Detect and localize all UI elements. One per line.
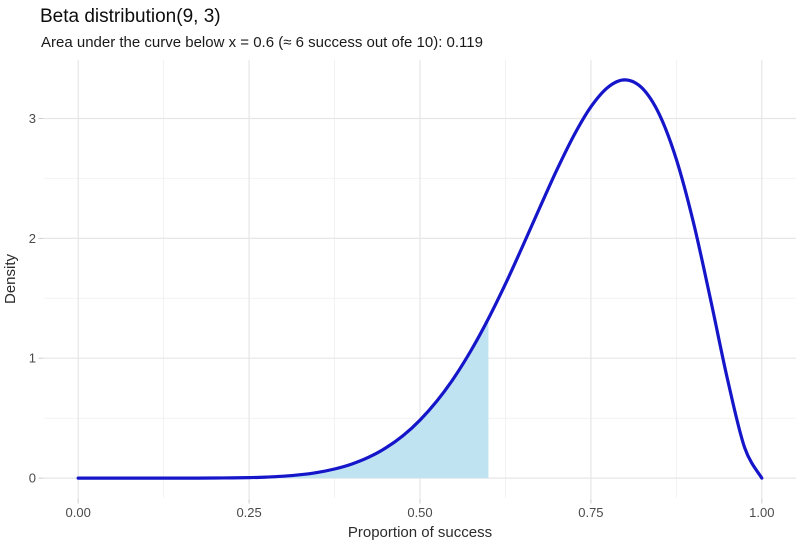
y-tick-label: 2 xyxy=(29,231,36,246)
major-gridlines xyxy=(44,60,796,498)
x-axis-title: Proportion of success xyxy=(348,524,492,541)
y-tick-label: 1 xyxy=(29,351,36,366)
chart-subtitle: Area under the curve below x = 0.6 (≈ 6 … xyxy=(41,34,483,51)
x-tick-label: 0.75 xyxy=(578,505,603,520)
axis-tick-labels: 0.00 0.25 0.50 0.75 1.00 0 1 2 3 xyxy=(29,111,775,520)
y-axis-title: Density xyxy=(2,253,19,304)
x-tick-label: 0.00 xyxy=(66,505,91,520)
x-tick-label: 1.00 xyxy=(749,505,774,520)
shaded-area-group xyxy=(78,318,489,479)
x-tick-label: 0.50 xyxy=(407,505,432,520)
y-tick-label: 0 xyxy=(29,471,36,486)
density-curve xyxy=(76,78,764,480)
shaded-area xyxy=(78,318,489,479)
chart-title: Beta distribution(9, 3) xyxy=(40,6,221,27)
axis-tick-marks xyxy=(38,118,763,504)
x-tick-label: 0.25 xyxy=(236,505,261,520)
y-tick-label: 3 xyxy=(29,111,36,126)
density-curve-group xyxy=(76,78,764,480)
